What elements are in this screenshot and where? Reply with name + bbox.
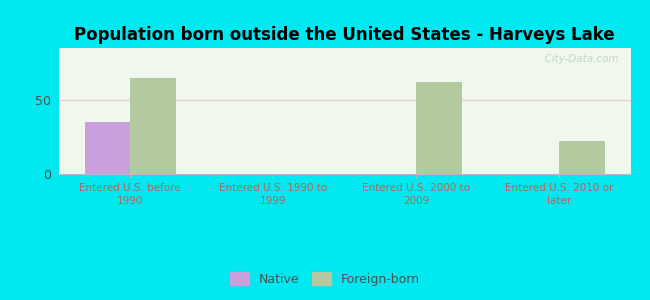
Bar: [84, 122, 130, 174]
Bar: [130, 78, 176, 174]
Bar: [416, 82, 462, 174]
Bar: [559, 141, 604, 174]
Title: Population born outside the United States - Harveys Lake: Population born outside the United State…: [74, 26, 615, 44]
Legend: Native, Foreign-born: Native, Foreign-born: [225, 267, 425, 291]
Text: City-Data.com: City-Data.com: [538, 54, 619, 64]
